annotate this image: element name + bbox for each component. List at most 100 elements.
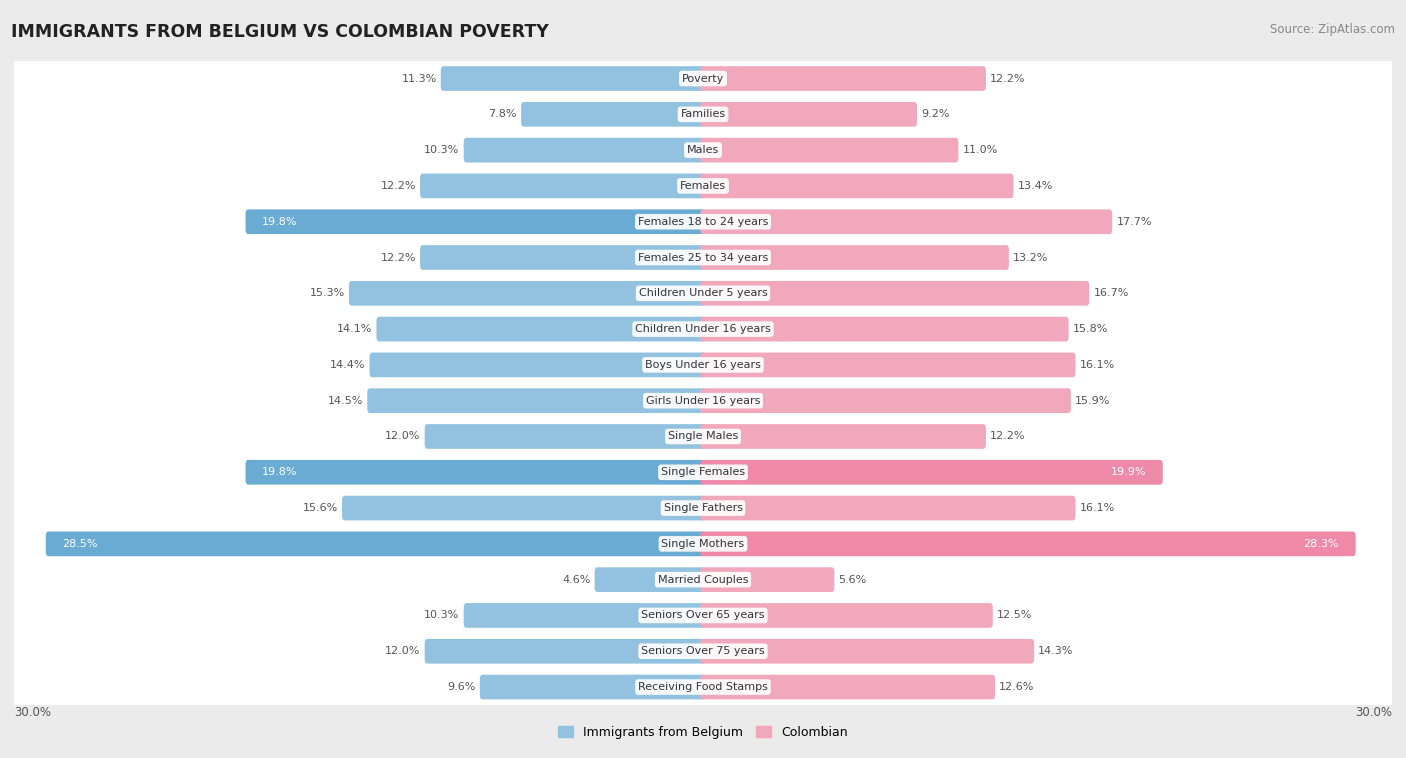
FancyBboxPatch shape xyxy=(700,245,1010,270)
FancyBboxPatch shape xyxy=(700,317,1069,341)
FancyBboxPatch shape xyxy=(246,209,706,234)
FancyBboxPatch shape xyxy=(14,418,1392,455)
FancyBboxPatch shape xyxy=(349,281,706,305)
FancyBboxPatch shape xyxy=(14,382,1392,419)
FancyBboxPatch shape xyxy=(14,203,1392,240)
FancyBboxPatch shape xyxy=(14,633,1392,670)
Text: Girls Under 16 years: Girls Under 16 years xyxy=(645,396,761,406)
FancyBboxPatch shape xyxy=(700,281,1090,305)
FancyBboxPatch shape xyxy=(700,209,1112,234)
FancyBboxPatch shape xyxy=(700,496,1076,521)
FancyBboxPatch shape xyxy=(464,138,706,162)
FancyBboxPatch shape xyxy=(700,174,1014,199)
FancyBboxPatch shape xyxy=(14,597,1392,634)
Text: 14.5%: 14.5% xyxy=(328,396,363,406)
FancyBboxPatch shape xyxy=(700,531,1355,556)
FancyBboxPatch shape xyxy=(14,346,1392,384)
Text: 15.8%: 15.8% xyxy=(1073,324,1108,334)
FancyBboxPatch shape xyxy=(425,639,706,663)
Text: Females: Females xyxy=(681,181,725,191)
FancyBboxPatch shape xyxy=(14,453,1392,491)
FancyBboxPatch shape xyxy=(14,96,1392,133)
FancyBboxPatch shape xyxy=(522,102,706,127)
Text: 19.8%: 19.8% xyxy=(262,217,298,227)
FancyBboxPatch shape xyxy=(700,424,986,449)
Text: 13.2%: 13.2% xyxy=(1012,252,1049,262)
Text: 15.3%: 15.3% xyxy=(309,288,344,299)
Text: 15.6%: 15.6% xyxy=(302,503,337,513)
Text: 10.3%: 10.3% xyxy=(425,610,460,621)
Text: 11.3%: 11.3% xyxy=(401,74,437,83)
FancyBboxPatch shape xyxy=(700,388,1071,413)
FancyBboxPatch shape xyxy=(700,567,834,592)
Text: 14.1%: 14.1% xyxy=(337,324,373,334)
Text: 9.6%: 9.6% xyxy=(447,682,475,692)
FancyBboxPatch shape xyxy=(700,102,917,127)
Text: Seniors Over 65 years: Seniors Over 65 years xyxy=(641,610,765,621)
FancyBboxPatch shape xyxy=(479,675,706,700)
Text: IMMIGRANTS FROM BELGIUM VS COLOMBIAN POVERTY: IMMIGRANTS FROM BELGIUM VS COLOMBIAN POV… xyxy=(11,23,548,41)
FancyBboxPatch shape xyxy=(14,525,1392,562)
Text: 12.6%: 12.6% xyxy=(1000,682,1035,692)
Text: Poverty: Poverty xyxy=(682,74,724,83)
FancyBboxPatch shape xyxy=(14,311,1392,348)
Text: Children Under 5 years: Children Under 5 years xyxy=(638,288,768,299)
FancyBboxPatch shape xyxy=(342,496,706,521)
FancyBboxPatch shape xyxy=(700,460,1163,484)
Text: Single Males: Single Males xyxy=(668,431,738,441)
Text: 15.9%: 15.9% xyxy=(1076,396,1111,406)
Text: 12.2%: 12.2% xyxy=(990,74,1025,83)
Text: 13.4%: 13.4% xyxy=(1018,181,1053,191)
Text: Children Under 16 years: Children Under 16 years xyxy=(636,324,770,334)
FancyBboxPatch shape xyxy=(700,603,993,628)
Text: 12.0%: 12.0% xyxy=(385,431,420,441)
Text: 12.5%: 12.5% xyxy=(997,610,1032,621)
Text: 19.8%: 19.8% xyxy=(262,467,298,478)
FancyBboxPatch shape xyxy=(14,274,1392,312)
FancyBboxPatch shape xyxy=(440,66,706,91)
FancyBboxPatch shape xyxy=(464,603,706,628)
Text: Seniors Over 75 years: Seniors Over 75 years xyxy=(641,647,765,656)
Text: 17.7%: 17.7% xyxy=(1116,217,1152,227)
FancyBboxPatch shape xyxy=(14,490,1392,527)
FancyBboxPatch shape xyxy=(370,352,706,377)
Text: Receiving Food Stamps: Receiving Food Stamps xyxy=(638,682,768,692)
FancyBboxPatch shape xyxy=(46,531,706,556)
FancyBboxPatch shape xyxy=(700,138,959,162)
FancyBboxPatch shape xyxy=(14,561,1392,598)
Text: Single Mothers: Single Mothers xyxy=(661,539,745,549)
Text: 14.4%: 14.4% xyxy=(330,360,366,370)
Text: Females 25 to 34 years: Females 25 to 34 years xyxy=(638,252,768,262)
Text: 19.9%: 19.9% xyxy=(1111,467,1146,478)
FancyBboxPatch shape xyxy=(377,317,706,341)
Text: 5.6%: 5.6% xyxy=(838,575,866,584)
FancyBboxPatch shape xyxy=(425,424,706,449)
FancyBboxPatch shape xyxy=(14,132,1392,169)
Text: 30.0%: 30.0% xyxy=(1355,706,1392,719)
Text: 28.3%: 28.3% xyxy=(1303,539,1339,549)
Legend: Immigrants from Belgium, Colombian: Immigrants from Belgium, Colombian xyxy=(554,721,852,744)
FancyBboxPatch shape xyxy=(367,388,706,413)
Text: 11.0%: 11.0% xyxy=(963,145,998,155)
FancyBboxPatch shape xyxy=(14,60,1392,97)
Text: 7.8%: 7.8% xyxy=(488,109,517,119)
Text: 16.1%: 16.1% xyxy=(1080,503,1115,513)
FancyBboxPatch shape xyxy=(14,168,1392,205)
FancyBboxPatch shape xyxy=(700,675,995,700)
Text: 16.1%: 16.1% xyxy=(1080,360,1115,370)
Text: Males: Males xyxy=(688,145,718,155)
FancyBboxPatch shape xyxy=(595,567,706,592)
FancyBboxPatch shape xyxy=(246,460,706,484)
Text: Boys Under 16 years: Boys Under 16 years xyxy=(645,360,761,370)
Text: 12.2%: 12.2% xyxy=(990,431,1025,441)
Text: 9.2%: 9.2% xyxy=(921,109,949,119)
Text: Females 18 to 24 years: Females 18 to 24 years xyxy=(638,217,768,227)
FancyBboxPatch shape xyxy=(700,66,986,91)
FancyBboxPatch shape xyxy=(420,174,706,199)
Text: 28.5%: 28.5% xyxy=(62,539,98,549)
Text: 10.3%: 10.3% xyxy=(425,145,460,155)
FancyBboxPatch shape xyxy=(14,669,1392,706)
Text: Single Females: Single Females xyxy=(661,467,745,478)
Text: 12.2%: 12.2% xyxy=(381,181,416,191)
FancyBboxPatch shape xyxy=(700,639,1035,663)
